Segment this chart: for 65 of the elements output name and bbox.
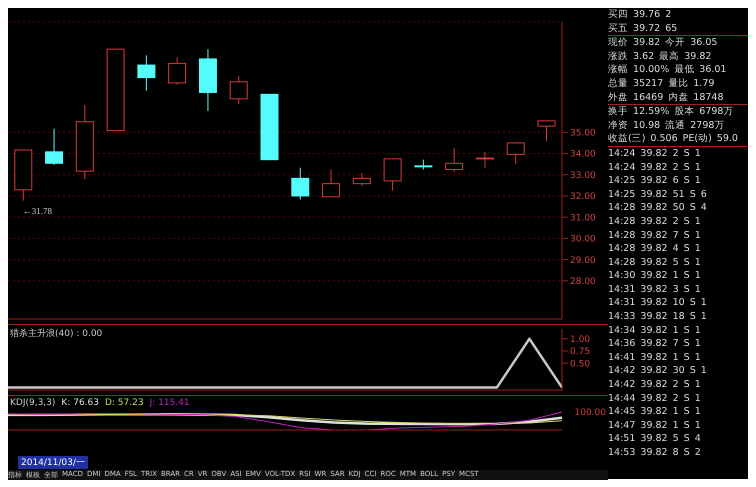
y-tick-label: 32.00 — [570, 192, 596, 202]
y-tick-label: 29.00 — [570, 256, 596, 266]
text: 100.00 — [574, 408, 606, 418]
candlestick — [476, 151, 494, 168]
text: 14:31 39.82 10 S 1 — [608, 296, 707, 310]
text: 14:28 39.82 50 S 4 — [608, 201, 707, 215]
chart-title: KDJ(9,3,3) — [10, 398, 56, 408]
y-tick-label: 33.00 — [570, 170, 596, 181]
y-tick-label: 0.75 — [570, 347, 590, 358]
candlestick — [230, 75, 248, 105]
text: 14:34 39.82 1 S 1 — [608, 324, 701, 338]
text: 14:42 39.82 2 S 1 — [608, 378, 701, 392]
text: 14:51 39.82 5 S 4 — [608, 432, 701, 446]
annotation: ←31.78 — [22, 206, 53, 216]
text: 14:33 39.82 18 S 1 — [608, 310, 707, 324]
text: 外盘 16469 内盘 18748 — [608, 90, 724, 104]
y-tick-label: 1.00 — [570, 334, 590, 345]
candlestick — [384, 158, 402, 192]
candlestick — [352, 172, 371, 187]
text: 14:30 39.82 1 S 1 — [608, 269, 701, 283]
candlestick — [45, 128, 64, 166]
text: 14:28 39.82 2 S 1 — [608, 214, 701, 228]
text: 14:25 39.82 6 S 1 — [608, 174, 701, 188]
text: 净资 10.98 流通 2798万 — [608, 118, 724, 132]
text: 14:53 39.82 8 S 2 — [608, 446, 701, 460]
candlestick — [506, 142, 525, 165]
text: 现价 39.82 今开 36.05 — [608, 36, 718, 50]
candlestick — [291, 167, 310, 200]
text: 涨幅 10.00% 最低 36.01 — [608, 63, 726, 77]
text: 换手 12.59% 股本 6798万 — [608, 105, 734, 119]
candlestick — [168, 56, 186, 86]
y-tick-label: 31.00 — [570, 213, 596, 224]
text: 买四 39.76 2 — [608, 8, 672, 22]
y-tick-label: 30.00 — [570, 234, 596, 245]
text: 收益(三) 0.506 PE(动) 59.0 — [608, 132, 738, 146]
candlestick — [537, 120, 556, 142]
series-label: K: 76.63 — [61, 398, 99, 408]
text: 14:45 39.82 1 S 1 — [608, 405, 701, 419]
candlestick — [322, 168, 340, 198]
text: 总量 35217 量比 1.79 — [608, 76, 714, 91]
text: 买五 39.72 65 — [608, 22, 678, 36]
y-tick-label: 28.00 — [570, 277, 596, 288]
text: 14:47 39.82 1 S 1 — [608, 418, 701, 432]
text: 14:31 39.82 3 S 1 — [608, 282, 701, 296]
text: 14:25 39.82 51 S 6 — [608, 188, 707, 202]
text: 2014/11/03/一 — [18, 456, 88, 469]
text: 14:28 39.82 5 S 1 — [608, 256, 701, 270]
text: 14:44 39.82 2 S 1 — [608, 392, 701, 406]
y-tick-label: 35.00 — [570, 128, 596, 139]
text: 14:36 39.82 7 S 1 — [608, 337, 701, 351]
text: 14:41 39.82 1 S 1 — [608, 350, 701, 364]
text: 涨跌 3.62 最高 39.82 — [608, 50, 712, 64]
y-tick-label: 34.00 — [570, 150, 596, 160]
text: 14:28 39.82 4 S 1 — [608, 242, 701, 256]
candlestick — [445, 148, 464, 172]
series-label: J: 115.41 — [150, 398, 190, 408]
candlestick — [414, 159, 432, 170]
text: 14:24 39.82 2 S 1 — [608, 146, 701, 161]
candlestick — [137, 54, 156, 92]
text: 14:28 39.82 7 S 1 — [608, 228, 701, 242]
text: 14:42 39.82 30 S 1 — [608, 364, 707, 378]
series-label: D: 57.23 — [104, 398, 144, 408]
y-tick-label: 0.50 — [570, 359, 590, 370]
chart-title: 猎杀主升浪(40) : 0.00 — [10, 328, 102, 340]
text: 14:24 39.82 2 S 1 — [608, 160, 701, 174]
